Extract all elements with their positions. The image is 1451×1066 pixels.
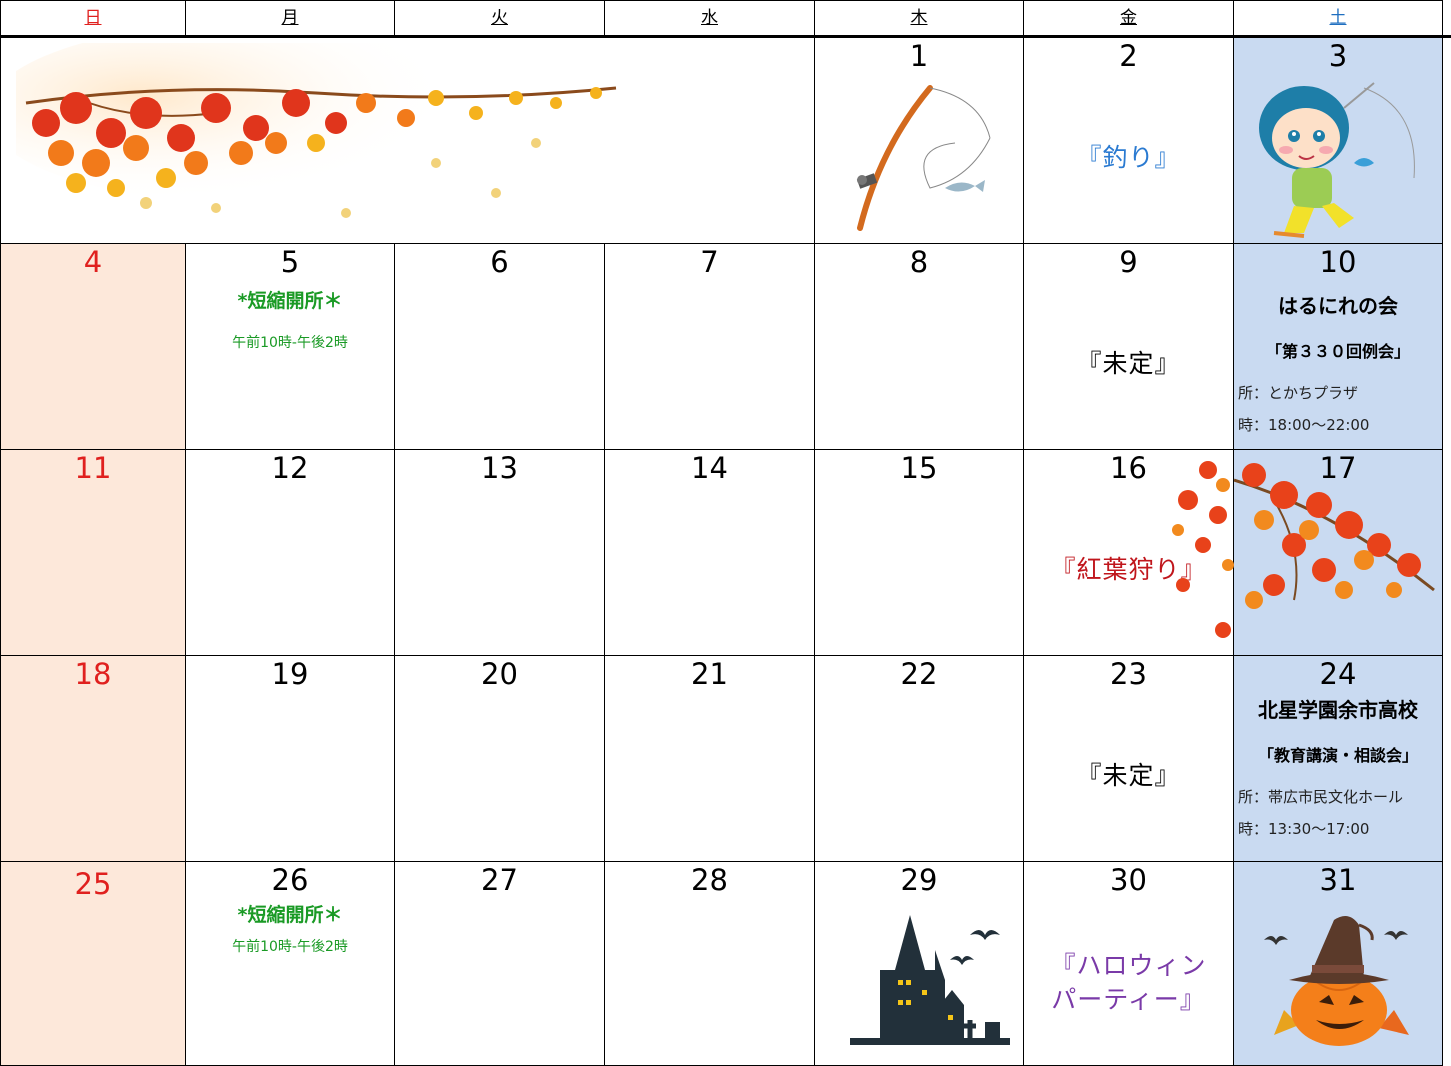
day-cell-20: 20 bbox=[395, 656, 605, 862]
day-cell-19: 19 bbox=[186, 656, 395, 862]
day-cell-11: 11 bbox=[0, 450, 186, 656]
event-subtitle: 「教育講演・相談会」 bbox=[1257, 746, 1418, 765]
day-cell-25: 25 bbox=[0, 862, 186, 1066]
calendar-grid: 1 2 『釣り』 3 bbox=[0, 38, 1451, 1066]
day-number: 3 bbox=[1328, 39, 1348, 73]
day-cell-21: 21 bbox=[605, 656, 815, 862]
day-cell-10: 10 はるにれの会 「第３３０回例会」 所：とかちプラザ 時：18:00～22:… bbox=[1234, 244, 1443, 450]
day-cell-16: 16 『紅葉狩り』 bbox=[1024, 450, 1234, 656]
day-number: 14 bbox=[691, 451, 728, 485]
weekday-sat: 土 bbox=[1234, 0, 1443, 35]
day-number: 20 bbox=[481, 657, 518, 691]
autumn-leaves-banner-cell bbox=[0, 38, 815, 244]
day-cell-28: 28 bbox=[605, 862, 815, 1066]
day-cell-12: 12 bbox=[186, 450, 395, 656]
weekday-wed: 水 bbox=[605, 0, 815, 35]
day-cell-26: 26 *短縮開所＊ 午前10時-午後2時 bbox=[186, 862, 395, 1066]
day-number: 17 bbox=[1319, 451, 1357, 485]
day-cell-15: 15 bbox=[815, 450, 1024, 656]
day-number: 10 bbox=[1319, 245, 1357, 279]
day-number: 27 bbox=[481, 863, 518, 897]
event-undecided: 『未定』 bbox=[1076, 349, 1181, 378]
day-number: 28 bbox=[691, 863, 728, 897]
day-number: 15 bbox=[900, 451, 938, 485]
day-number: 25 bbox=[74, 867, 112, 901]
event-time: 時：18:00～22:00 bbox=[1238, 416, 1370, 434]
short-open-time: 午前10時-午後2時 bbox=[232, 939, 348, 955]
weekday-thu: 木 bbox=[815, 0, 1024, 35]
day-cell-9: 9 『未定』 bbox=[1024, 244, 1234, 450]
day-cell-1: 1 bbox=[815, 38, 1024, 244]
short-open-label: *短縮開所＊ bbox=[237, 290, 343, 312]
haunted-house-illustration bbox=[849, 915, 1010, 1045]
day-number: 31 bbox=[1319, 863, 1357, 897]
day-number: 26 bbox=[271, 863, 309, 897]
day-number: 4 bbox=[83, 245, 103, 279]
short-open-time: 午前10時-午後2時 bbox=[232, 335, 348, 351]
event-undecided: 『未定』 bbox=[1076, 761, 1181, 790]
maple-branch-illustration bbox=[1234, 463, 1435, 609]
day-cell-30: 30 『ハロウィン パーティー』 bbox=[1024, 862, 1234, 1066]
day-number: 12 bbox=[271, 451, 309, 485]
day-cell-18: 18 bbox=[0, 656, 186, 862]
day-cell-7: 7 bbox=[605, 244, 815, 450]
day-number: 22 bbox=[900, 657, 938, 691]
day-number: 1 bbox=[909, 39, 929, 73]
day-cell-23: 23 『未定』 bbox=[1024, 656, 1234, 862]
day-number: 16 bbox=[1110, 451, 1147, 485]
falling-maple-leaves-icon bbox=[1172, 461, 1234, 638]
weekday-sun: 日 bbox=[0, 0, 186, 35]
day-number: 5 bbox=[280, 245, 300, 279]
event-fishing: 『釣り』 bbox=[1076, 143, 1181, 172]
child-fishing-illustration bbox=[1259, 82, 1415, 238]
day-number: 23 bbox=[1110, 657, 1147, 691]
day-number: 21 bbox=[691, 657, 728, 691]
day-cell-22: 22 bbox=[815, 656, 1024, 862]
event-subtitle: 「第３３０回例会」 bbox=[1265, 342, 1410, 361]
day-cell-29: 29 bbox=[815, 862, 1024, 1066]
weekday-tue: 火 bbox=[395, 0, 605, 35]
day-number: 24 bbox=[1319, 657, 1357, 691]
day-cell-24: 24 北星学園余市高校 「教育講演・相談会」 所：帯広市民文化ホール 時：13:… bbox=[1234, 656, 1443, 862]
day-number: 18 bbox=[74, 657, 112, 691]
day-cell-31: 31 bbox=[1234, 862, 1443, 1066]
event-title: 北星学園余市高校 bbox=[1258, 698, 1418, 722]
day-cell-5: 5 *短縮開所＊ 午前10時-午後2時 bbox=[186, 244, 395, 450]
autumn-leaves-illustration bbox=[16, 43, 617, 218]
day-number: 9 bbox=[1119, 245, 1138, 279]
day-cell-27: 27 bbox=[395, 862, 605, 1066]
weekday-mon: 月 bbox=[186, 0, 395, 35]
weekday-header: 日 月 火 水 木 金 土 bbox=[0, 0, 1451, 38]
day-number: 30 bbox=[1110, 863, 1147, 897]
day-number: 19 bbox=[271, 657, 309, 691]
day-number: 11 bbox=[74, 451, 112, 485]
day-cell-8: 8 bbox=[815, 244, 1024, 450]
day-number: 6 bbox=[490, 245, 509, 279]
event-title: はるにれの会 bbox=[1278, 294, 1398, 318]
weekday-fri: 金 bbox=[1024, 0, 1234, 35]
day-cell-4: 4 bbox=[0, 244, 186, 450]
event-halloween-line1: 『ハロウィン bbox=[1050, 951, 1207, 980]
event-place: 所：帯広市民文化ホール bbox=[1238, 788, 1404, 806]
short-open-label: *短縮開所＊ bbox=[237, 904, 343, 926]
day-number: 7 bbox=[700, 245, 719, 279]
day-cell-2: 2 『釣り』 bbox=[1024, 38, 1234, 244]
fishing-rod-illustration bbox=[856, 85, 991, 231]
day-number: 2 bbox=[1119, 39, 1138, 73]
day-number: 8 bbox=[909, 245, 929, 279]
event-halloween-line2: パーティー』 bbox=[1051, 985, 1206, 1014]
event-place: 所：とかちプラザ bbox=[1238, 384, 1359, 402]
day-cell-14: 14 bbox=[605, 450, 815, 656]
event-time: 時：13:30～17:00 bbox=[1238, 820, 1370, 838]
day-cell-3: 3 bbox=[1234, 38, 1443, 244]
pumpkin-witch-hat-illustration bbox=[1264, 916, 1409, 1046]
day-number: 29 bbox=[900, 863, 938, 897]
day-cell-6: 6 bbox=[395, 244, 605, 450]
day-number: 13 bbox=[481, 451, 518, 485]
day-cell-13: 13 bbox=[395, 450, 605, 656]
day-cell-17: 17 bbox=[1234, 450, 1443, 656]
